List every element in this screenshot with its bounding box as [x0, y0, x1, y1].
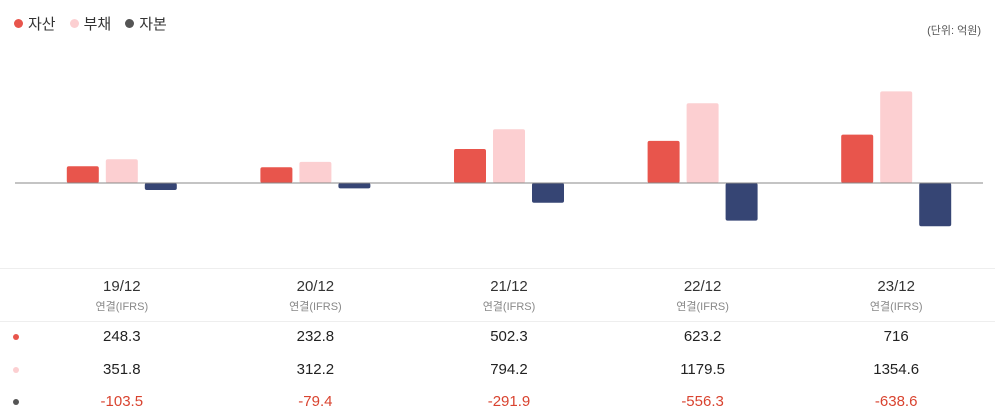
table-cell: -103.5: [100, 393, 144, 410]
basis-label: 연결(IFRS): [676, 301, 729, 313]
table-cell: 312.2: [296, 361, 335, 378]
bar-equity-20-12[interactable]: [338, 183, 371, 189]
bar-equity-19-12[interactable]: [144, 183, 177, 190]
bar-chart-plot: [15, 91, 983, 227]
basis-label: 연결(IFRS): [482, 301, 536, 313]
basis-label: 연결(IFRS): [95, 301, 149, 313]
legend-label-liabilities: 부채: [83, 16, 112, 33]
legend-item-assets[interactable]: 자산: [14, 13, 56, 34]
bar-assets-23-12[interactable]: [841, 134, 874, 183]
table-cell: 351.8: [103, 361, 141, 378]
period-label: 23/12: [877, 278, 915, 295]
bar-assets-22-12[interactable]: [647, 140, 680, 183]
legend-item-equity[interactable]: 자본: [125, 13, 167, 34]
bar-assets-19-12[interactable]: [66, 166, 99, 183]
table-cell: -556.3: [681, 393, 724, 410]
bar-equity-23-12[interactable]: [919, 183, 952, 227]
table-cell: -79.4: [298, 393, 333, 410]
chart-legend: 자산 부채 자본: [14, 13, 167, 34]
bar-liabilities-20-12[interactable]: [299, 161, 332, 183]
period-label: 22/12: [683, 278, 722, 295]
legend-item-liabilities[interactable]: 부채: [69, 13, 112, 34]
period-header-22-12: 22/12 연결(IFRS): [613, 269, 793, 314]
table-cell: -638.6: [874, 393, 918, 410]
bar-liabilities-23-12[interactable]: [880, 91, 913, 183]
row-marker-liabilities: [13, 367, 19, 373]
period-label: 19/12: [103, 278, 141, 295]
table-cell: 232.8: [296, 328, 335, 345]
table-cell: 1179.5: [680, 361, 725, 378]
bar-equity-21-12[interactable]: [532, 183, 564, 203]
legend-label-equity: 자본: [139, 16, 167, 33]
basis-label: 연결(IFRS): [869, 301, 923, 313]
row-marker-equity: [13, 399, 19, 405]
table-cell: 794.2: [490, 361, 528, 378]
period-header-23-12: 23/12 연결(IFRS): [806, 269, 986, 314]
period-label: 21/12: [490, 278, 528, 295]
table-cell: 502.3: [490, 328, 528, 345]
table-cell: 248.3: [103, 328, 141, 345]
period-label: 20/12: [296, 278, 335, 295]
bar-liabilities-22-12[interactable]: [686, 103, 719, 183]
period-header-row: 19/12 연결(IFRS) 20/12 연결(IFRS) 21/12 연결(IFRS) 2…: [0, 268, 995, 322]
period-header-20-12: 20/12 연결(IFRS): [225, 269, 405, 314]
legend-dot-liabilities: [69, 19, 79, 28]
bar-assets-20-12[interactable]: [260, 167, 293, 183]
table-cell: -291.9: [487, 393, 531, 410]
row-marker-assets: [13, 334, 19, 340]
table-row-assets: 248.3 232.8 502.3 623.2 716: [0, 321, 995, 353]
legend-dot-equity: [125, 19, 135, 28]
basis-label: 연결(IFRS): [289, 301, 342, 313]
table-cell: 1354.6: [873, 361, 920, 378]
legend-dot-assets: [14, 19, 23, 28]
period-header-19-12: 19/12 연결(IFRS): [32, 269, 212, 314]
bar-assets-21-12[interactable]: [454, 149, 486, 183]
bar-equity-22-12[interactable]: [725, 183, 758, 221]
bar-liabilities-19-12[interactable]: [105, 159, 138, 183]
table-row-equity: -103.5 -79.4 -291.9 -556.3 -638.6: [0, 386, 995, 418]
unit-label: (단위: 억원): [927, 25, 981, 37]
period-header-21-12: 21/12 연결(IFRS): [419, 269, 599, 314]
bar-liabilities-21-12[interactable]: [493, 129, 525, 183]
legend-label-assets: 자산: [28, 16, 56, 33]
table-row-liabilities: 351.8 312.2 794.2 1179.5 1354.6: [0, 354, 995, 386]
table-cell: 716: [883, 328, 909, 345]
table-cell: 623.2: [683, 328, 722, 345]
